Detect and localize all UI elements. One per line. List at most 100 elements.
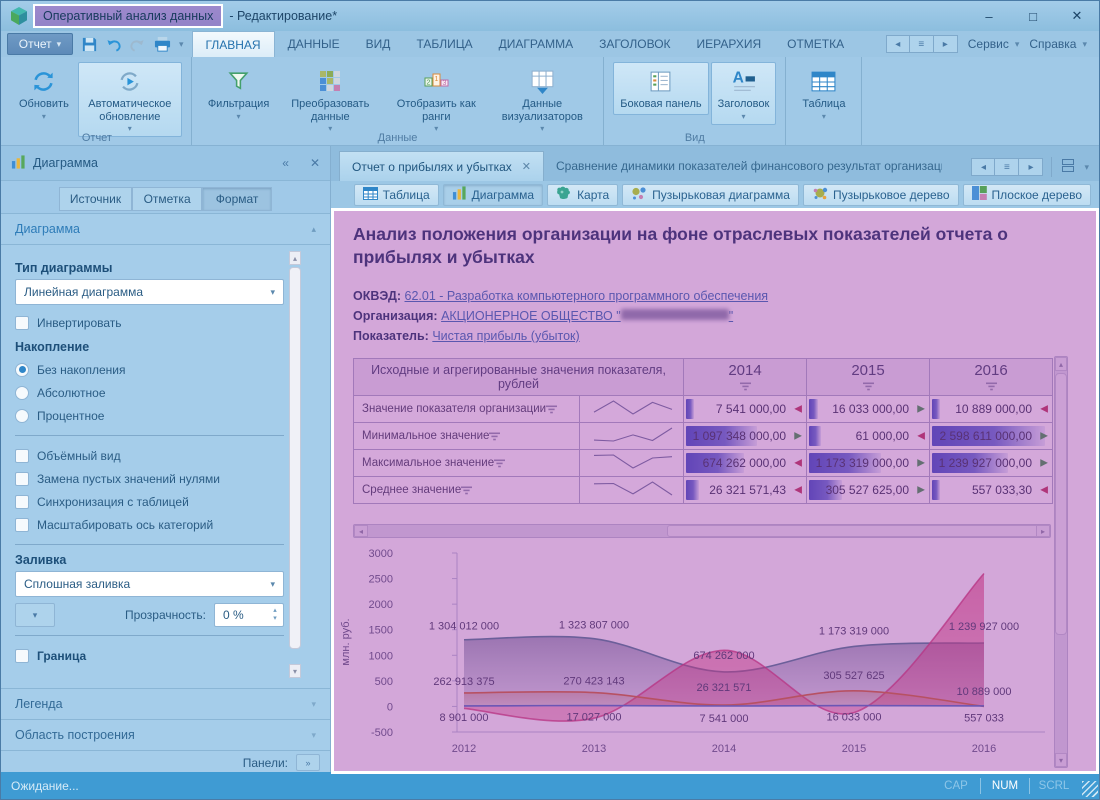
split-layout-icon[interactable]	[1060, 158, 1076, 176]
close-icon[interactable]: ✕	[521, 161, 531, 173]
fill-select[interactable]: Сплошная заливка ▾	[15, 571, 284, 597]
view-button-treemap[interactable]: Плоское дерево	[962, 183, 1091, 206]
border-checkbox-row[interactable]: Граница	[15, 644, 284, 667]
ribbon-button-table[interactable]: Таблица ▾	[795, 62, 852, 125]
print-icon[interactable]	[153, 36, 172, 53]
filter-icon[interactable]	[494, 459, 506, 468]
scrollbar-thumb[interactable]	[289, 267, 301, 649]
filter-icon[interactable]	[684, 382, 806, 391]
tab-list-button[interactable]: ≡	[909, 35, 934, 53]
radio-option[interactable]: Без накопления	[15, 358, 284, 381]
doc-list-button[interactable]: ≡	[995, 158, 1020, 176]
ribbon-tab-вид[interactable]: ВИД	[365, 37, 391, 51]
document-tab-1[interactable]: Сравнение динамики показателей финансово…	[544, 151, 942, 181]
scroll-up-icon[interactable]: ▴	[1055, 357, 1067, 371]
sidebar-tab-отметка[interactable]: Отметка	[132, 186, 203, 211]
sidebar-tab-источник[interactable]: Источник	[58, 186, 133, 211]
ribbon-tab-иерархия[interactable]: ИЕРАРХИЯ	[696, 37, 762, 51]
checkbox-icon	[15, 315, 29, 330]
table-horizontal-scrollbar[interactable]: ◂ ▸	[353, 524, 1051, 538]
indicator-link[interactable]: Чистая прибыль (убыток)	[432, 329, 580, 343]
sidebar-section-легенда[interactable]: Легенда ▾	[1, 688, 330, 719]
sidebar-collapse-button[interactable]: «	[282, 156, 289, 170]
doc-prev-button[interactable]: ◂	[971, 158, 996, 176]
filter-icon[interactable]	[807, 382, 929, 391]
tab-next-button[interactable]: ▸	[933, 35, 958, 53]
scroll-down-icon[interactable]: ▾	[289, 664, 301, 678]
view-button-chart-view[interactable]: Диаграмма	[442, 183, 544, 206]
row-label-cell: Среднее значение	[353, 476, 580, 504]
ribbon-button-ranks[interactable]: 2 1 3 Отобразить как ранги ▾	[384, 62, 488, 137]
checkbox-option[interactable]: Объёмный вид	[15, 444, 284, 467]
year-column-header[interactable]: 2014	[683, 358, 807, 396]
organization-link[interactable]: АКЦИОНЕРНОЕ ОБЩЕСТВО " "	[441, 309, 733, 323]
document-tab-0[interactable]: Отчет о прибылях и убытках ✕	[339, 151, 544, 181]
stepper-arrows-icon[interactable]: ▴ ▾	[273, 606, 277, 622]
resize-grip[interactable]	[1082, 781, 1098, 797]
checkbox-option[interactable]: Замена пустых значений нулями	[15, 467, 284, 490]
ribbon-button-header[interactable]: A Заголовок ▾	[710, 62, 777, 125]
scroll-down-icon[interactable]: ▾	[1055, 753, 1067, 767]
scroll-left-icon[interactable]: ◂	[354, 525, 368, 537]
sidebar-section-область[interactable]: Область построения ▾	[1, 719, 330, 750]
filter-icon[interactable]	[546, 405, 558, 414]
year-column-header[interactable]: 2015	[806, 358, 930, 396]
radio-option[interactable]: Абсолютное	[15, 381, 284, 404]
ribbon-button-filter-funnel[interactable]: Фильтрация ▾	[201, 62, 276, 125]
filter-icon[interactable]	[930, 382, 1052, 391]
checkbox-option[interactable]: Масштабировать ось категорий	[15, 513, 284, 536]
sidebar-close-button[interactable]: ✕	[309, 156, 320, 170]
chart-type-select[interactable]: Линейная диаграмма ▾	[15, 279, 284, 305]
view-button-bubble-tree[interactable]: Пузырьковое дерево	[802, 183, 959, 206]
ribbon-button-visualizer-data[interactable]: Данные визуализаторов ▾	[490, 62, 594, 137]
filter-icon[interactable]	[489, 432, 501, 441]
ribbon-tab-заголовок[interactable]: ЗАГОЛОВОК	[599, 37, 671, 51]
save-icon[interactable]	[81, 36, 98, 53]
report-menu-button[interactable]: Отчет ▾	[7, 33, 73, 55]
scroll-right-icon[interactable]: ▸	[1036, 525, 1050, 537]
svg-text:1 173 319 000: 1 173 319 000	[819, 625, 889, 637]
okved-link[interactable]: 62.01 - Разработка компьютерного програм…	[404, 289, 769, 303]
series-area-2	[464, 690, 984, 707]
sidebar-scrollbar[interactable]: ▴ ▾	[289, 251, 302, 678]
chevron-down-icon: ▾	[741, 111, 746, 121]
minimize-button[interactable]: –	[985, 8, 993, 24]
tab-prev-button[interactable]: ◂	[885, 35, 910, 53]
table-row: Минимальное значение 1 097 348 000,00 ▶ 61 …	[353, 422, 1053, 450]
ribbon-tab-диаграмма[interactable]: ДИАГРАММА	[498, 37, 574, 51]
radio-option[interactable]: Процентное	[15, 404, 284, 427]
scrollbar-thumb[interactable]	[667, 525, 1044, 537]
ribbon-button-refresh[interactable]: Обновить ▾	[12, 62, 76, 125]
ribbon-tab-главная[interactable]: ГЛАВНАЯ	[191, 31, 275, 57]
close-button[interactable]: ✕	[1071, 8, 1083, 23]
ribbon-button-transform-data[interactable]: Преобразовать данные ▾	[278, 62, 382, 137]
report-vertical-scrollbar[interactable]: ▴ ▾	[1054, 356, 1068, 768]
scrollbar-thumb[interactable]	[1055, 373, 1067, 635]
ribbon-button-auto-refresh[interactable]: Автоматическое обновление ▾	[77, 62, 182, 138]
ribbon-tab-таблица[interactable]: ТАБЛИЦА	[416, 37, 473, 51]
year-column-header[interactable]: 2016	[929, 358, 1053, 396]
transparency-stepper[interactable]: 0 % ▴ ▾	[214, 603, 284, 627]
service-menu[interactable]: Сервис ▾	[968, 37, 1020, 51]
checkbox-option[interactable]: Синхронизация с таблицей	[15, 490, 284, 513]
ribbon-tab-данные[interactable]: ДАННЫЕ	[287, 37, 340, 51]
fill-color-dropdown[interactable]: ▾	[15, 603, 55, 627]
ribbon-button-side-panel[interactable]: Боковая панель	[613, 62, 709, 115]
panels-expand-button[interactable]: »	[296, 754, 320, 771]
view-button-table-view[interactable]: Таблица	[353, 183, 439, 206]
maximize-button[interactable]: □	[1029, 8, 1037, 24]
redo-icon[interactable]	[129, 36, 146, 53]
filter-icon[interactable]	[461, 486, 473, 495]
ribbon-tab-отметка[interactable]: ОТМЕТКА	[787, 37, 845, 51]
doc-next-button[interactable]: ▸	[1019, 158, 1044, 176]
chevron-down-icon[interactable]: ▾	[1084, 161, 1089, 172]
sidebar-tab-формат[interactable]: Формат	[202, 186, 273, 211]
help-menu[interactable]: Справка ▾	[1029, 37, 1087, 51]
invert-checkbox-row[interactable]: Инвертировать	[15, 311, 284, 334]
undo-icon[interactable]	[105, 36, 122, 53]
view-button-map-view[interactable]: Карта	[547, 183, 619, 206]
scroll-up-icon[interactable]: ▴	[289, 251, 301, 265]
print-dropdown-icon[interactable]: ▾	[179, 38, 184, 49]
view-button-bubble-chart[interactable]: Пузырьковая диаграмма	[622, 183, 799, 206]
sidebar-section-chart[interactable]: Диаграмма ▴	[1, 213, 330, 245]
